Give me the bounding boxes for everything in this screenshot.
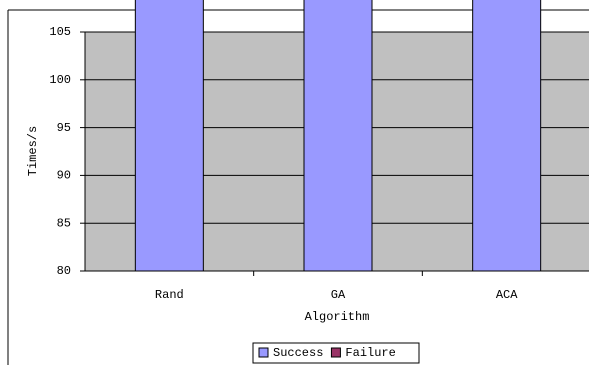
legend-swatch bbox=[330, 347, 341, 358]
y-axis-title: Times/s bbox=[26, 126, 40, 176]
bar-segment bbox=[303, 0, 373, 272]
x-tick-label: ACA bbox=[496, 288, 518, 302]
y-tick-label: 100 bbox=[49, 73, 71, 87]
y-tick-label: 95 bbox=[57, 121, 71, 135]
y-tick-label: 105 bbox=[49, 25, 71, 39]
bar-segment bbox=[134, 0, 204, 272]
y-tick-label: 90 bbox=[57, 169, 71, 183]
y-tick-label: 85 bbox=[57, 216, 71, 230]
x-tick-label: Rand bbox=[155, 288, 184, 302]
x-axis-title: Algorithm bbox=[305, 310, 370, 324]
y-tick-label: 80 bbox=[57, 264, 71, 278]
x-tick-label: GA bbox=[331, 288, 346, 302]
legend-label: Success bbox=[273, 346, 323, 360]
legend-swatch bbox=[258, 347, 269, 358]
legend-label: Failure bbox=[345, 346, 395, 360]
bar-segment bbox=[472, 0, 542, 272]
